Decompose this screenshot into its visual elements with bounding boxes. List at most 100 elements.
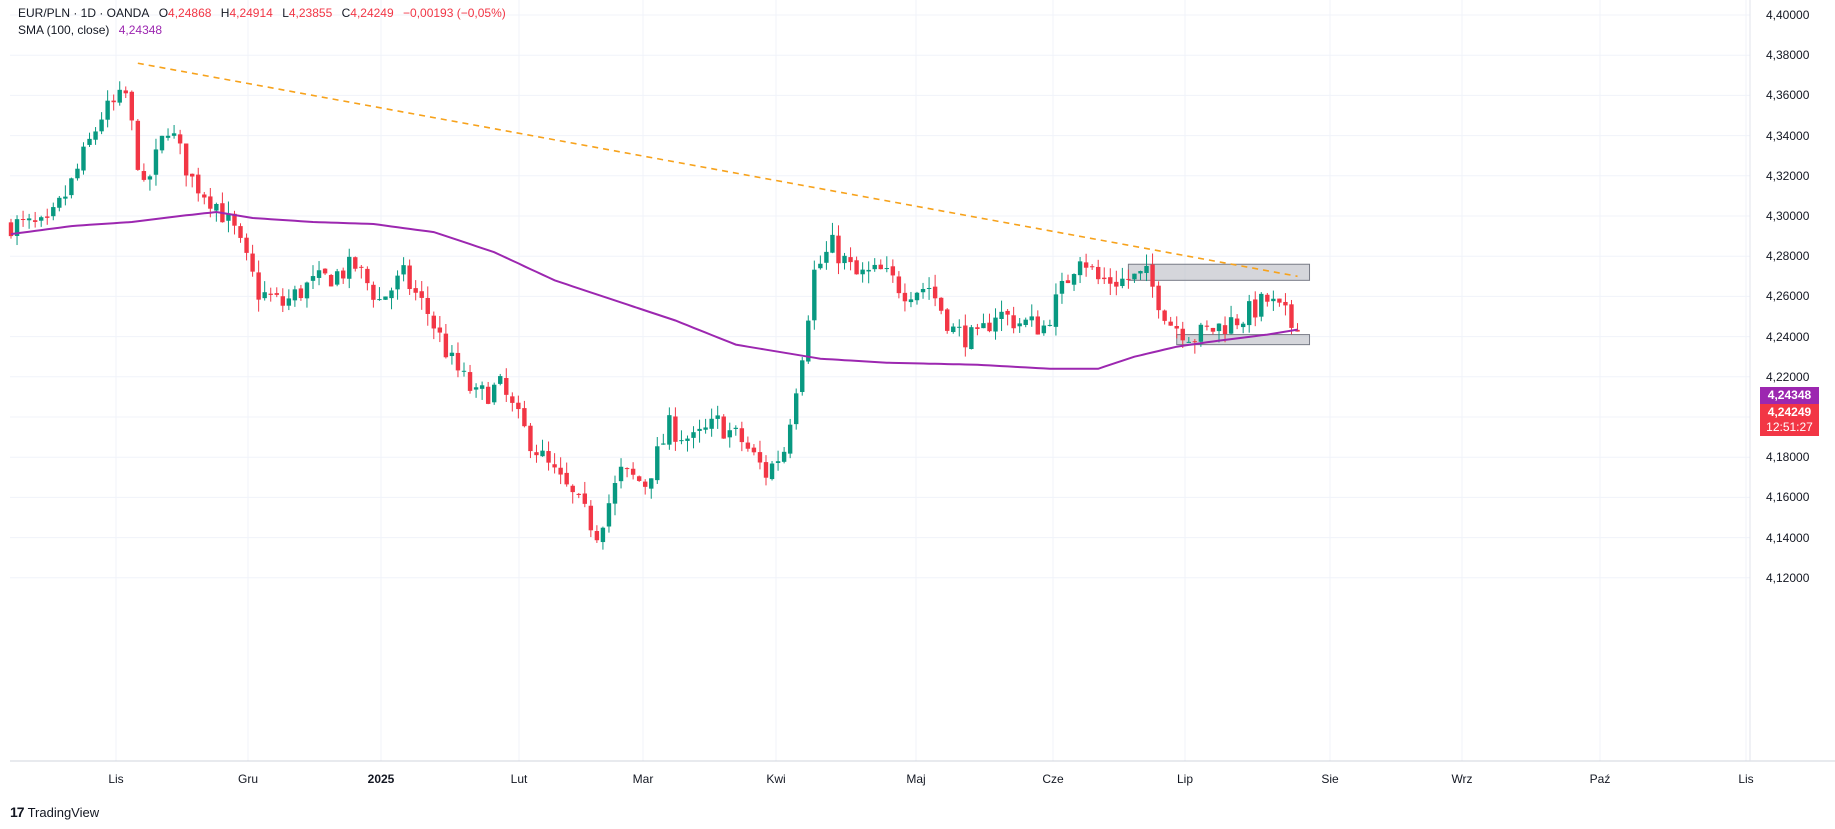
- candle: [854, 256, 859, 275]
- candle: [745, 436, 751, 452]
- candle: [316, 261, 322, 286]
- candle-body: [492, 384, 497, 403]
- candle-body: [932, 286, 938, 299]
- x-tick-label: Lip: [1176, 772, 1194, 786]
- candle: [383, 296, 388, 300]
- y-tick-label: 4,24000: [1766, 329, 1810, 344]
- candle: [540, 439, 545, 457]
- candle: [576, 492, 581, 499]
- candle-body: [1053, 294, 1059, 327]
- candle: [310, 265, 316, 290]
- candle: [274, 287, 279, 298]
- candle: [926, 277, 932, 300]
- candle-body: [190, 173, 195, 177]
- candle-body: [1210, 327, 1216, 332]
- low-label: L: [282, 6, 289, 20]
- support-resistance-zones: [1127, 263, 1311, 346]
- candle: [1017, 317, 1022, 333]
- candle: [981, 313, 986, 329]
- candle-body: [914, 292, 920, 301]
- candle-body: [353, 257, 358, 269]
- candle-body: [1114, 281, 1119, 287]
- candle: [1259, 292, 1264, 322]
- candle: [39, 215, 44, 227]
- candle-body: [1277, 298, 1282, 303]
- candle-body: [1228, 317, 1234, 334]
- candle-body: [884, 268, 889, 270]
- candle-body: [528, 425, 533, 452]
- descending-trendline: [137, 62, 1298, 278]
- low-value: 4,23855: [288, 6, 333, 20]
- candle-body: [775, 461, 781, 463]
- candle: [546, 441, 551, 471]
- candle: [751, 444, 757, 456]
- candle-body: [1192, 341, 1198, 343]
- candle: [99, 112, 104, 135]
- candle-body: [757, 452, 763, 463]
- candle: [564, 462, 569, 487]
- tradingview-brand[interactable]: 17 TradingView: [10, 804, 99, 820]
- candle-body: [310, 276, 316, 281]
- candle: [401, 257, 406, 282]
- candle-body: [624, 468, 630, 470]
- candle: [703, 418, 708, 434]
- candle: [153, 138, 159, 186]
- candle-body: [1289, 304, 1294, 328]
- candle-body: [890, 266, 896, 276]
- candle-body: [69, 178, 74, 196]
- candle-body: [522, 408, 527, 427]
- candle: [528, 423, 533, 459]
- candle: [443, 324, 449, 359]
- candle: [661, 433, 666, 445]
- candle-body: [365, 268, 370, 284]
- candle-body: [703, 427, 708, 430]
- candle: [473, 383, 479, 398]
- candle-body: [8, 222, 14, 237]
- candle: [667, 407, 672, 450]
- candle-body: [938, 297, 944, 311]
- candle-body: [1247, 301, 1252, 326]
- x-tick-label: Gru: [237, 772, 259, 786]
- candle-body: [141, 171, 147, 180]
- candle-body: [81, 146, 86, 171]
- candle-body: [745, 442, 751, 449]
- indicator-label[interactable]: SMA (100, close): [18, 23, 110, 37]
- candle: [963, 314, 968, 357]
- candle: [582, 481, 587, 508]
- candle-body: [244, 237, 249, 253]
- candle-body: [274, 293, 279, 295]
- candle-body: [896, 276, 902, 294]
- candle: [872, 258, 877, 272]
- candle: [1047, 319, 1053, 327]
- candle-body: [812, 269, 817, 321]
- candle: [322, 268, 328, 276]
- indicator-legend[interactable]: SMA (100, close) 4,24348: [18, 23, 162, 37]
- candle-body: [1023, 319, 1028, 325]
- candle: [945, 308, 950, 334]
- candle: [147, 174, 153, 191]
- last-price-tag: 4,24249 12:51:27: [1760, 404, 1819, 436]
- legend-header[interactable]: EUR/PLN · 1D · OANDA O4,24868 H4,24914 L…: [18, 6, 506, 20]
- candle-body: [655, 446, 660, 481]
- candle-body: [510, 396, 515, 403]
- candle-body: [286, 298, 292, 306]
- candle: [498, 373, 503, 386]
- candle-body: [262, 292, 267, 299]
- y-tick-label: 4,16000: [1766, 490, 1810, 505]
- change-value: −0,00193 (−0,05%): [403, 6, 506, 20]
- candle-body: [709, 418, 714, 429]
- brand-name: TradingView: [27, 804, 100, 820]
- candle: [920, 282, 926, 299]
- x-tick-label: Lis: [1738, 772, 1754, 786]
- candle-body: [322, 268, 328, 274]
- candle-body: [280, 296, 285, 306]
- candle: [1083, 253, 1089, 277]
- candle-body: [908, 299, 914, 303]
- candle-body: [1011, 315, 1016, 329]
- candle: [341, 267, 346, 284]
- candle-body: [1059, 280, 1065, 294]
- candle-body: [473, 387, 479, 390]
- symbol-label[interactable]: EUR/PLN · 1D · OANDA: [18, 6, 150, 20]
- candle: [196, 167, 201, 202]
